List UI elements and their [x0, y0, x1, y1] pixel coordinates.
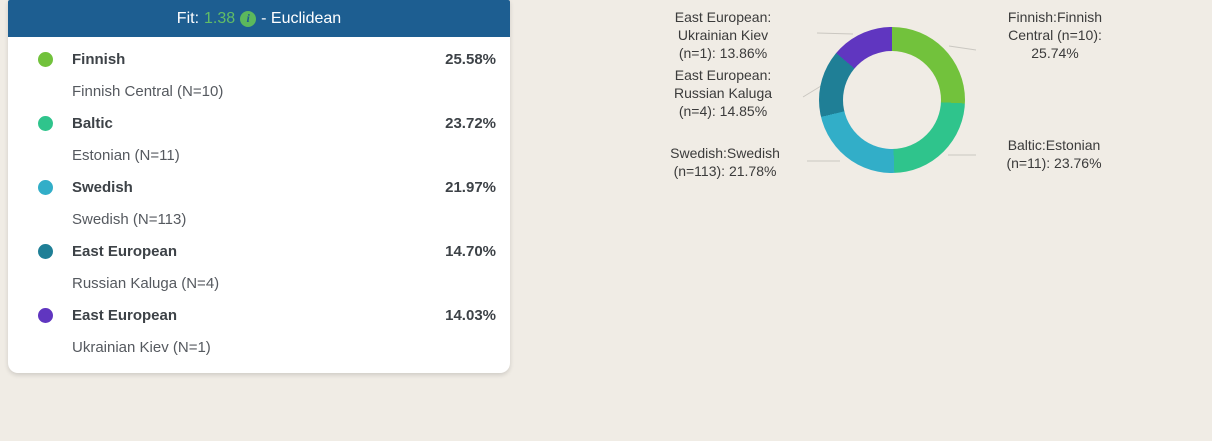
population-row: Finnish 25.58%	[8, 43, 510, 75]
population-color-dot	[38, 51, 53, 67]
fit-value: 1.38	[204, 9, 236, 27]
population-color-dot	[38, 243, 53, 259]
population-name: Swedish	[72, 178, 133, 196]
population-sample: Swedish (N=113)	[72, 210, 187, 228]
slice-label-russian-kaluga: East European: Russian Kaluga (n=4): 14.…	[673, 67, 773, 119]
population-sample: Ukrainian Kiev (N=1)	[72, 338, 211, 356]
population-name: Finnish	[72, 50, 126, 68]
population-row: East European 14.70%	[8, 235, 510, 267]
population-name: East European	[72, 242, 178, 260]
population-list: Finnish 25.58% Finnish Central (N=10) Ba…	[8, 37, 510, 363]
slice-label-baltic-estonian: Baltic:Estonian (n=11): 23.76%	[1006, 137, 1102, 171]
fit-label: Fit:	[176, 9, 200, 27]
leader-line	[802, 85, 822, 98]
population-percent: 25.58%	[445, 50, 496, 68]
results-panel: Fit: 1.38 i - Euclidean Finnish 25.58% F…	[8, 0, 510, 373]
population-name: Baltic	[72, 114, 113, 132]
population-row: Baltic 23.72%	[8, 107, 510, 139]
population-percent: 23.72%	[445, 114, 496, 132]
population-sample: Finnish Central (N=10)	[72, 82, 224, 100]
leader-line	[816, 32, 854, 35]
population-color-dot	[38, 179, 53, 195]
slice-label-swedish: Swedish:Swedish (n=113): 21.78%	[670, 145, 780, 179]
population-sample: Russian Kaluga (N=4)	[72, 274, 220, 292]
donut-chart[interactable]	[819, 27, 965, 173]
slice-label-finnish-central: Finnish:Finnish Central (n=10): 25.74%	[1007, 9, 1103, 61]
population-name: East European	[72, 306, 178, 324]
fit-method: - Euclidean	[261, 9, 342, 27]
population-sample: Estonian (N=11)	[72, 146, 180, 164]
leader-lines	[802, 32, 977, 162]
population-percent: 14.70%	[445, 242, 496, 260]
population-percent: 21.97%	[445, 178, 496, 196]
fit-header: Fit: 1.38 i - Euclidean	[8, 0, 510, 37]
population-color-dot	[38, 307, 53, 323]
population-color-dot	[38, 115, 53, 131]
leader-line	[948, 45, 977, 51]
slice-label-ukrainian-kiev: East European: Ukrainian Kiev (n=1): 13.…	[674, 9, 772, 61]
population-row: East European 14.03%	[8, 299, 510, 331]
population-percent: 14.03%	[445, 306, 496, 324]
population-row: Swedish 21.97%	[8, 171, 510, 203]
info-icon[interactable]: i	[240, 10, 257, 27]
admixture-donut-chart: Finnish:Finnish Central (n=10): 25.74% B…	[640, 0, 1212, 210]
